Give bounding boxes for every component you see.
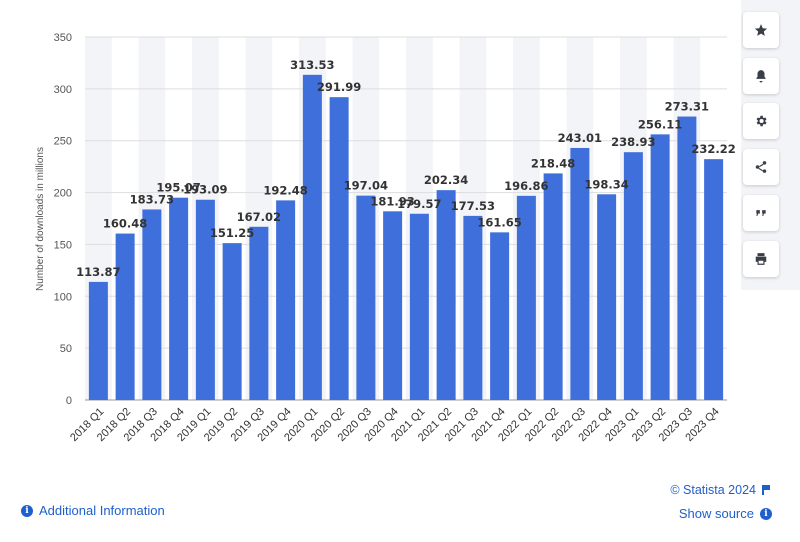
data-label: 151.25 (210, 226, 254, 240)
show-source-label: Show source (678, 506, 754, 521)
data-label: 198.34 (584, 177, 628, 191)
cite-button[interactable] (743, 195, 779, 231)
copyright-label: © Statista 2024 (670, 483, 756, 497)
bar-chart: Number of downloads in millions 0 50 100 15… (35, 32, 736, 444)
y-axis-title: Number of downloads in millions (35, 147, 46, 291)
bar[interactable] (463, 215, 483, 400)
additional-information-label: Additional Information (39, 503, 165, 518)
notification-button[interactable] (743, 58, 779, 94)
data-label: 232.22 (691, 142, 735, 156)
bar[interactable] (677, 116, 697, 400)
flag-icon (762, 485, 770, 495)
data-label: 197.04 (344, 179, 388, 193)
bar[interactable] (249, 226, 269, 400)
bar[interactable] (222, 243, 242, 400)
data-label: 291.99 (317, 80, 361, 94)
y-tick-label: 50 (60, 343, 72, 355)
bar[interactable] (490, 232, 510, 400)
bell-icon (756, 70, 766, 83)
bar[interactable] (704, 159, 724, 400)
bar[interactable] (276, 200, 296, 400)
bar[interactable] (650, 134, 670, 400)
bar[interactable] (623, 152, 643, 400)
data-label: 183.73 (130, 192, 174, 206)
bar[interactable] (543, 173, 563, 400)
data-label: 192.48 (263, 183, 307, 197)
data-label: 196.86 (504, 179, 548, 193)
data-label: 218.48 (531, 156, 575, 170)
show-source-link[interactable]: Show source i (679, 506, 772, 521)
info-icon: i (760, 507, 772, 520)
data-label: 273.31 (665, 100, 709, 114)
data-label: 243.01 (558, 131, 602, 145)
print-button[interactable] (743, 241, 779, 277)
additional-information-link[interactable]: i Additional Information (21, 503, 165, 518)
data-label: 256.11 (638, 117, 682, 131)
share-button[interactable] (743, 149, 779, 185)
bar[interactable] (570, 147, 590, 400)
star-icon (754, 24, 768, 36)
settings-button[interactable] (743, 103, 779, 139)
y-tick-label: 250 (54, 136, 72, 148)
copyright-notice[interactable]: © Statista 2024 (670, 483, 770, 497)
printer-icon (755, 253, 767, 265)
y-tick-label: 150 (54, 239, 72, 251)
bar[interactable] (329, 97, 349, 400)
bar[interactable] (597, 194, 617, 400)
y-tick-label: 0 (66, 395, 72, 407)
data-label: 177.53 (451, 199, 495, 213)
data-label: 181.93 (370, 194, 414, 208)
data-label: 195.07 (156, 181, 200, 195)
quote-icon (756, 210, 766, 216)
data-label: 160.48 (103, 217, 147, 231)
bar[interactable] (383, 211, 403, 400)
bar[interactable] (516, 195, 536, 400)
y-tick-label: 300 (54, 84, 72, 96)
data-label: 167.02 (237, 210, 281, 224)
bar[interactable] (88, 281, 108, 400)
data-label: 238.93 (611, 135, 655, 149)
data-label: 179.57 (397, 197, 441, 211)
data-label: 161.65 (477, 215, 521, 229)
share-icon (755, 161, 767, 173)
favorite-button[interactable] (743, 12, 779, 48)
data-label: 202.34 (424, 173, 468, 187)
bar[interactable] (436, 190, 456, 400)
bar[interactable] (195, 199, 215, 400)
info-icon: i (21, 504, 33, 517)
bar[interactable] (409, 213, 429, 400)
bar[interactable] (169, 197, 189, 400)
bar[interactable] (115, 233, 135, 400)
bar[interactable] (302, 74, 322, 401)
gear-icon (756, 115, 767, 127)
bar[interactable] (142, 209, 162, 400)
data-label: 193.09 (183, 183, 227, 197)
data-label: 313.53 (290, 58, 334, 72)
data-label: 113.87 (76, 265, 120, 279)
bar[interactable] (356, 195, 376, 400)
y-tick-label: 200 (54, 188, 72, 200)
y-tick-label: 350 (54, 32, 72, 44)
y-tick-label: 100 (54, 291, 72, 303)
